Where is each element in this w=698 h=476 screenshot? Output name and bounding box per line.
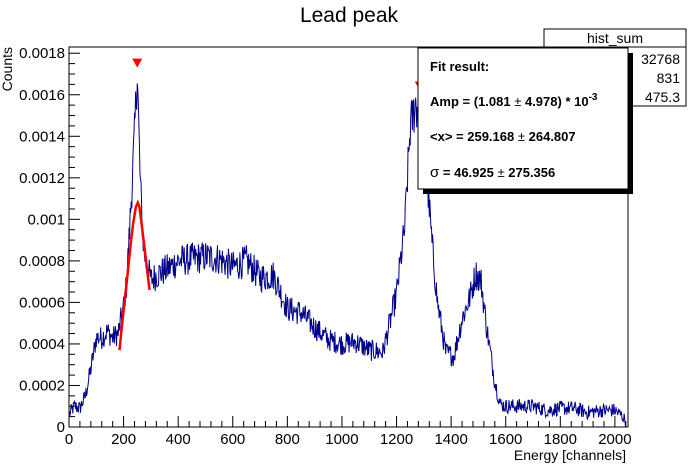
fit-box-frame [417,47,629,190]
fit-heading: Fit result: [430,59,489,74]
fit-series [118,199,151,351]
fit-sigma-line: σ = 46.925 ± 275.356 [430,164,555,181]
chart-title: Lead peak [300,4,399,27]
fit-amp-error: 4.978) * 10 [525,94,589,109]
y-tick-label: 0.001 [27,211,65,228]
x-axis-title: Energy [channels] [514,447,626,463]
y-tick-label: 0.0012 [19,170,65,187]
fit-sigma-value: = 46.925 [443,165,494,180]
fit-amp-value: Amp = (1.081 [430,94,511,109]
y-tick-label: 0.0016 [19,87,65,104]
fit-amp-pm: ± [514,94,521,109]
fit-mean-error: 264.807 [529,129,576,144]
fit-amp-exponent: -3 [589,92,598,103]
fit-amp-line: Amp = (1.081 ± 4.978) * 10-3 [430,92,598,109]
histogram-series [69,83,627,428]
x-tick-label: 0 [65,431,73,448]
fit-mean-pm: ± [518,129,525,144]
y-tick-label: 0.0004 [19,336,65,353]
x-axis: 0 200 400 600 800 1000 1200 1400 1600 1800 2000 [65,416,632,448]
peak-marker [132,58,143,68]
y-tick-label: 0.0002 [19,377,65,394]
y-tick-label: 0.0014 [19,128,65,145]
stats-stddev-value: 475.3 [645,89,680,105]
y-tick-label: 0.0008 [19,253,65,270]
x-tick-label: 400 [166,431,191,448]
fit-mean-line: <x> = 259.168 ± 264.807 [430,129,576,144]
fit-result-box: Fit result: Amp = (1.081 ± 4.978) * 10-3… [417,47,633,194]
fit-sigma-error: 275.356 [508,165,555,180]
y-axis-title: Counts [0,47,15,91]
x-tick-label: 1200 [380,431,413,448]
x-tick-label: 1800 [544,431,577,448]
x-tick-label: 600 [220,431,245,448]
y-tick-label: 0.0018 [19,45,65,62]
x-tick-label: 1000 [325,431,358,448]
x-tick-label: 200 [111,431,136,448]
x-tick-label: 1600 [489,431,522,448]
stats-entries-value: 32768 [641,51,680,67]
plot-frame [68,46,629,428]
stats-mean-value: 831 [657,70,681,86]
y-axis: 0 0.0002 0.0004 0.0006 0.0008 0.001 0.0012 0.00… [19,45,80,436]
x-tick-label: 1400 [434,431,467,448]
y-tick-label: 0 [57,419,65,436]
fit-sigma-symbol: σ [430,164,440,181]
fit-mean-value: <x> = 259.168 [430,129,514,144]
fit-sigma-pm: ± [497,165,504,180]
x-tick-label: 2000 [598,431,631,448]
y-tick-label: 0.0006 [19,294,65,311]
stats-box-title: hist_sum [587,30,643,46]
fit-curve [118,199,151,351]
x-tick-label: 800 [275,431,300,448]
histogram-line [69,83,627,428]
peak-markers [132,58,425,91]
